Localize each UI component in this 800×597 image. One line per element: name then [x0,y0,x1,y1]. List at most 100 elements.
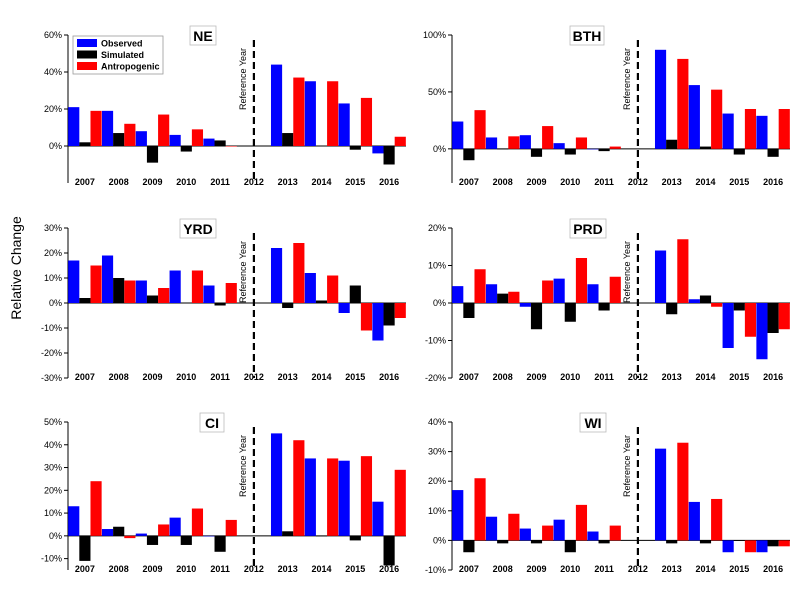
y-tick-label: 40% [428,417,446,427]
bar-obs-2010 [169,134,181,146]
bar-ant-2008 [508,513,520,541]
bar-obs-2015 [722,113,734,149]
y-tick-label: -10% [425,565,446,575]
bar-sim-2009 [146,535,159,545]
bar-sim-2015 [733,540,745,541]
bar-ant-2011 [225,283,237,303]
bar-obs-2014 [688,299,700,303]
bar-sim-2011 [214,140,226,146]
y-tick-label: 30% [44,223,62,233]
reference-year-label: Reference Year [622,241,632,303]
legend-label-sim: Simulated [101,50,144,60]
panel-title-box [569,25,605,46]
bar-sim-2014 [315,535,328,537]
bar-ant-2014 [711,498,723,541]
bar-sim-2013 [666,139,678,149]
x-tick-label: 2007 [459,177,479,187]
bar-ant-2013 [293,243,305,303]
bar-obs-2016 [372,303,384,341]
bar-sim-2011 [214,535,226,552]
bar-ant-2008 [124,535,136,539]
bar-obs-2009 [519,135,531,149]
bar-ant-2016 [778,540,790,547]
bar-obs-2010 [169,270,181,303]
bar-ant-2014 [327,275,339,303]
bar-ant-2011 [225,519,237,536]
bar-obs-2016 [756,540,768,553]
bar-sim-2016 [767,148,779,157]
bar-ant-2010 [191,508,204,536]
bar-ant-2013 [677,58,689,149]
x-tick-label: 2008 [109,372,129,382]
bar-sim-2008 [113,133,125,146]
x-tick-label: 2012 [244,564,264,574]
bar-sim-2007 [463,148,475,161]
bar-sim-2014 [315,146,328,147]
bar-ant-2007 [90,265,102,303]
bar-sim-2014 [699,146,712,149]
y-tick-label: 60% [44,30,62,40]
bar-ant-2009 [158,524,170,536]
reference-year-label: Reference Year [238,48,248,110]
bar-ant-2014 [327,458,339,536]
x-tick-label: 2013 [662,177,682,187]
bar-obs-2014 [688,501,700,541]
x-tick-label: 2015 [729,564,749,574]
bar-sim-2008 [113,278,125,303]
y-tick-label: -10% [425,336,446,346]
y-tick-label: 20% [428,223,446,233]
bar-sim-2011 [214,303,226,306]
y-tick-label: 30% [44,463,62,473]
y-tick-label: 0% [433,144,446,154]
x-tick-label: 2012 [628,177,648,187]
x-tick-label: 2012 [244,177,264,187]
bar-ant-2011 [609,276,621,303]
y-tick-label: 50% [44,417,62,427]
x-tick-label: 2007 [75,372,95,382]
bar-obs-2015 [338,460,350,536]
y-tick-label: 100% [423,30,446,40]
x-tick-label: 2011 [594,177,614,187]
legend-swatch-ant [77,62,97,70]
x-tick-label: 2010 [176,372,196,382]
bar-ant-2016 [394,136,406,146]
x-tick-label: 2013 [662,372,682,382]
bar-obs-2008 [101,110,114,146]
bar-ant-2007 [90,110,102,146]
x-tick-label: 2016 [379,564,399,574]
x-tick-label: 2011 [594,372,614,382]
y-tick-label: 0% [49,141,62,151]
bar-sim-2011 [598,540,610,544]
x-tick-label: 2009 [142,177,162,187]
bar-sim-2010 [180,146,192,152]
bar-obs-2013 [654,250,667,303]
bar-obs-2011 [587,531,599,541]
bar-ant-2010 [191,270,204,303]
bar-ant-2008 [124,280,136,303]
bar-ant-2008 [508,136,520,149]
bar-ant-2011 [609,146,621,149]
x-tick-label: 2007 [75,177,95,187]
bar-sim-2009 [530,540,543,544]
panel-ne: 0% 20% 40% 60% 2007 2008 2009 2010 2011 2012 2013 2… [44,25,406,187]
y-tick-label: -10% [41,554,62,564]
y-tick-label: 0% [49,531,62,541]
bar-ant-2015 [360,303,373,331]
y-tick-label: 10% [428,506,446,516]
bar-sim-2008 [497,293,509,304]
bar-obs-2008 [101,255,114,303]
x-tick-label: 2014 [695,372,715,382]
bar-sim-2013 [282,133,294,146]
bar-obs-2016 [372,146,384,154]
y-tick-label: 20% [44,104,62,114]
x-tick-label: 2011 [210,564,230,574]
bar-ant-2013 [293,440,305,536]
bar-ant-2011 [225,146,237,147]
x-tick-label: 2015 [345,372,365,382]
bar-sim-2008 [497,148,509,150]
x-tick-label: 2016 [763,564,783,574]
bar-obs-2008 [485,284,498,303]
bar-ant-2015 [360,97,373,146]
legend-swatch-obs [77,39,97,47]
panels: 0% 20% 40% 60% 2007 2008 2009 2010 2011 2012 2013 2… [41,25,790,575]
